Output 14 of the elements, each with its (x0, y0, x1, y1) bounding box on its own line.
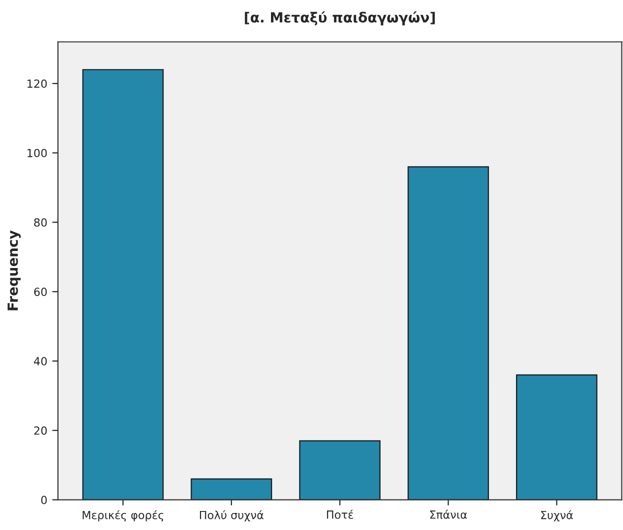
y-tick-label: 20 (34, 426, 47, 435)
chart-title: [α. Μεταξύ παιδαγωγών] (244, 11, 435, 26)
y-tick-label: 60 (34, 288, 47, 296)
x-tick-label: Πολύ συχνά (200, 510, 264, 522)
y-tick-label: 120 (28, 79, 47, 88)
x-tick-label: Σπάνια (430, 510, 467, 519)
x-tick-label: Ποτέ (327, 510, 354, 519)
y-tick-label: 80 (34, 218, 47, 227)
x-tick-label: Συχνά (541, 510, 573, 522)
x-tick-label: Μερικές φορές (82, 510, 164, 522)
y-tick-label: 0 (41, 496, 47, 504)
y-tick-label: 40 (34, 357, 47, 366)
y-tick-label: 100 (28, 148, 47, 158)
y-axis-title: Frequency (8, 230, 21, 310)
